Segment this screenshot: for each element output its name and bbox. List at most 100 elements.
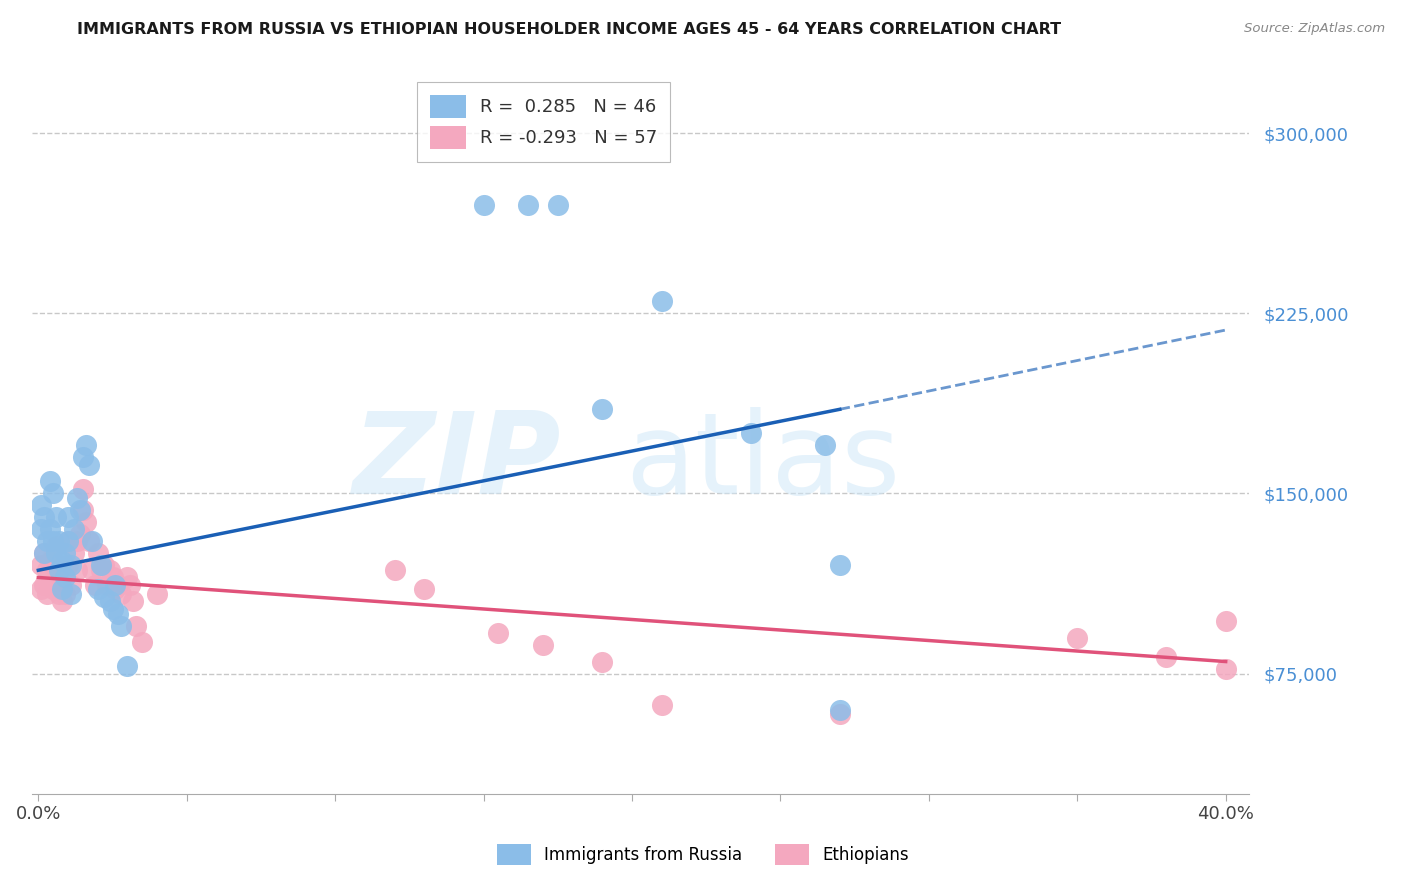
Point xyxy=(48,558,70,573)
Point xyxy=(120,577,142,591)
Point xyxy=(37,587,59,601)
Point xyxy=(86,582,108,597)
Legend: Immigrants from Russia, Ethiopians: Immigrants from Russia, Ethiopians xyxy=(489,836,917,873)
Point xyxy=(80,534,103,549)
Point xyxy=(69,503,91,517)
Point xyxy=(1066,631,1088,645)
Point xyxy=(80,563,103,577)
Point xyxy=(42,534,65,549)
Point xyxy=(75,515,97,529)
Point xyxy=(651,294,673,309)
Point xyxy=(125,618,148,632)
Point xyxy=(69,527,91,541)
Point xyxy=(32,510,55,524)
Point xyxy=(413,582,436,597)
Point xyxy=(66,491,89,506)
Point xyxy=(53,587,76,601)
Point xyxy=(101,601,124,615)
Point xyxy=(53,570,76,584)
Point xyxy=(486,625,509,640)
Point xyxy=(122,594,145,608)
Point xyxy=(59,587,82,601)
Point xyxy=(39,577,62,591)
Point xyxy=(63,546,86,560)
Point xyxy=(472,198,495,212)
Point xyxy=(48,587,70,601)
Point xyxy=(104,577,127,591)
Point xyxy=(42,558,65,573)
Point xyxy=(48,563,70,577)
Point xyxy=(117,570,139,584)
Point xyxy=(53,546,76,560)
Point xyxy=(110,618,132,632)
Point xyxy=(517,198,540,212)
Point xyxy=(83,577,105,591)
Point xyxy=(591,655,613,669)
Point xyxy=(96,577,118,591)
Point xyxy=(384,563,406,577)
Point xyxy=(547,198,569,212)
Text: ZIP: ZIP xyxy=(353,407,562,517)
Point xyxy=(51,570,73,584)
Point xyxy=(56,510,79,524)
Point xyxy=(51,594,73,608)
Point xyxy=(98,594,121,608)
Point xyxy=(56,534,79,549)
Point xyxy=(66,534,89,549)
Point xyxy=(131,635,153,649)
Point xyxy=(51,554,73,568)
Point xyxy=(45,510,67,524)
Point xyxy=(56,534,79,549)
Point xyxy=(42,486,65,500)
Point xyxy=(98,563,121,577)
Point xyxy=(72,482,94,496)
Text: atlas: atlas xyxy=(626,407,900,517)
Point xyxy=(66,563,89,577)
Point xyxy=(42,582,65,597)
Point xyxy=(1215,614,1237,628)
Point xyxy=(101,570,124,584)
Point xyxy=(37,563,59,577)
Point xyxy=(107,577,129,591)
Point xyxy=(32,546,55,560)
Point xyxy=(1215,662,1237,676)
Point xyxy=(59,558,82,573)
Point xyxy=(72,503,94,517)
Point xyxy=(45,570,67,584)
Point xyxy=(30,558,52,573)
Point xyxy=(828,558,851,573)
Point xyxy=(531,638,554,652)
Point xyxy=(77,534,100,549)
Point xyxy=(39,554,62,568)
Point xyxy=(651,698,673,712)
Point xyxy=(39,523,62,537)
Point xyxy=(39,475,62,489)
Point xyxy=(591,402,613,417)
Point xyxy=(117,659,139,673)
Point xyxy=(63,523,86,537)
Point xyxy=(107,607,129,621)
Point xyxy=(86,546,108,560)
Point xyxy=(30,499,52,513)
Point xyxy=(146,587,169,601)
Point xyxy=(90,563,112,577)
Point xyxy=(59,577,82,591)
Point xyxy=(45,546,67,560)
Point xyxy=(828,703,851,717)
Point xyxy=(740,426,762,441)
Point xyxy=(1156,649,1178,664)
Point xyxy=(56,558,79,573)
Point xyxy=(104,582,127,597)
Text: IMMIGRANTS FROM RUSSIA VS ETHIOPIAN HOUSEHOLDER INCOME AGES 45 - 64 YEARS CORREL: IMMIGRANTS FROM RUSSIA VS ETHIOPIAN HOUS… xyxy=(77,22,1062,37)
Text: Source: ZipAtlas.com: Source: ZipAtlas.com xyxy=(1244,22,1385,36)
Point xyxy=(72,450,94,465)
Point xyxy=(48,534,70,549)
Point xyxy=(45,539,67,553)
Point xyxy=(814,438,837,452)
Point xyxy=(30,582,52,597)
Point xyxy=(32,546,55,560)
Point xyxy=(75,438,97,452)
Point xyxy=(93,558,115,573)
Point xyxy=(110,587,132,601)
Legend: R =  0.285   N = 46, R = -0.293   N = 57: R = 0.285 N = 46, R = -0.293 N = 57 xyxy=(418,82,671,161)
